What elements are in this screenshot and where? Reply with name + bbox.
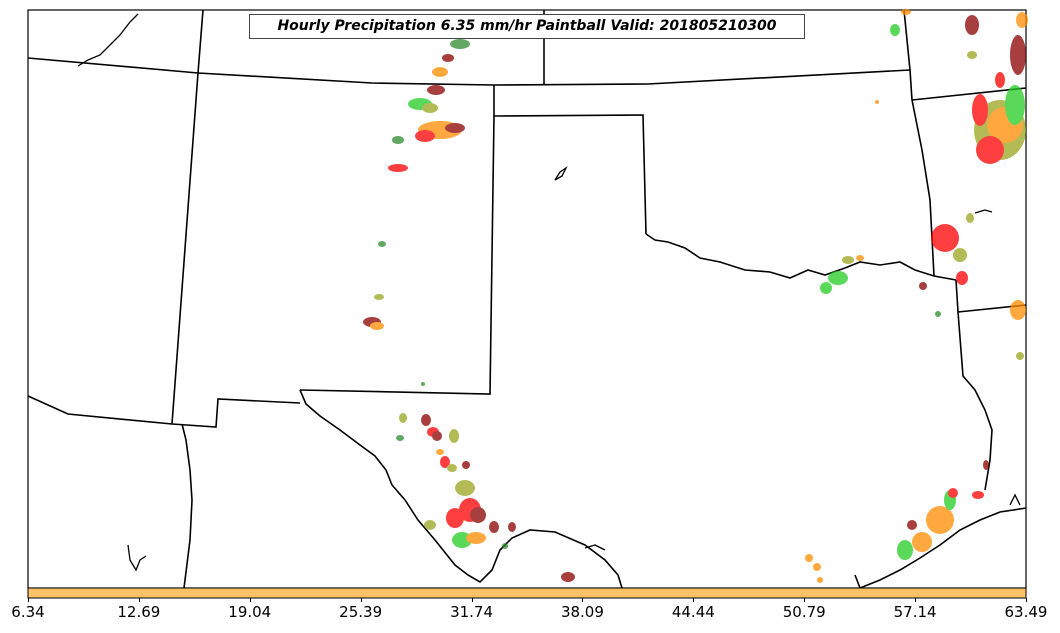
boundary-missouri-arkansas <box>911 87 1027 101</box>
state-boundaries <box>27 9 1027 589</box>
colorbar-tick-label: 19.04 <box>228 603 272 621</box>
boundary-texas-louisiana <box>955 279 993 491</box>
colorbar-tick-label: 6.34 <box>11 603 45 621</box>
colorbar-tick-mark <box>249 598 251 602</box>
colorbar-tick-label: 12.69 <box>117 603 161 621</box>
coastline-details <box>77 13 1021 572</box>
boundary-red-river <box>645 233 957 281</box>
colorbar-tick-label: 44.44 <box>671 603 715 621</box>
map-frame <box>27 9 1027 589</box>
boundary-arizona-mexico <box>27 395 301 428</box>
colorbar-tick-mark <box>915 598 917 602</box>
colorbar-tick-label: 31.74 <box>450 603 494 621</box>
boundary-northwest <box>27 57 911 86</box>
rio-grande <box>299 389 623 589</box>
gulf-coast <box>859 507 1027 589</box>
colorbar-tick-label: 63.49 <box>1004 603 1048 621</box>
boundary-arizona-nm <box>171 9 204 425</box>
colorbar-tick-mark <box>693 598 695 602</box>
map-title: Hourly Precipitation 6.35 mm/hr Paintbal… <box>249 14 805 39</box>
boundary-kansas-missouri <box>903 9 913 101</box>
boundary-nm-texas <box>299 115 495 395</box>
colorbar-tick-mark <box>1026 598 1027 602</box>
colorbar-tick-mark <box>582 598 584 602</box>
colorbar-tick-mark <box>138 598 140 602</box>
colorbar-tick-mark <box>471 598 473 602</box>
colorbar-tick-mark <box>804 598 806 602</box>
colorbar-tick-label: 50.79 <box>782 603 826 621</box>
colorbar-tick-mark <box>28 598 29 602</box>
colorbar-tick-label: 25.39 <box>339 603 383 621</box>
boundary-arizona-california <box>181 423 193 589</box>
colorbar-tick-label: 38.09 <box>560 603 604 621</box>
colorbar-fill <box>27 587 1027 599</box>
boundary-oklahoma-panhandle <box>493 85 647 235</box>
colorbar-tick-label: 57.14 <box>893 603 937 621</box>
colorbar-tick-mark <box>360 598 362 602</box>
gulf-coast-2 <box>854 574 861 589</box>
